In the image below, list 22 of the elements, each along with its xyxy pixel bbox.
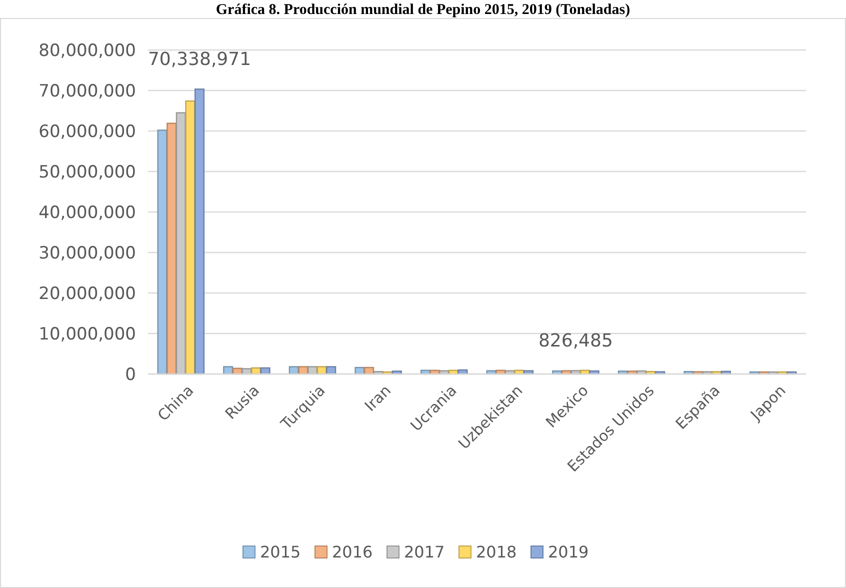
y-tick-label: 20,000,000 xyxy=(38,284,136,304)
bar xyxy=(185,100,196,375)
legend-label: 2017 xyxy=(404,542,445,562)
legend-label: 2018 xyxy=(476,542,517,562)
x-tick-label: Iran xyxy=(361,382,395,415)
y-tick-label: 40,000,000 xyxy=(38,202,136,223)
bar xyxy=(166,122,177,375)
y-tick-label: 60,000,000 xyxy=(38,122,136,142)
bar xyxy=(194,88,205,375)
data-label: 826,485 xyxy=(538,330,613,352)
y-tick-label: 30,000,000 xyxy=(38,243,136,264)
legend-label: 2016 xyxy=(332,542,373,562)
y-tick-label: 50,000,000 xyxy=(38,162,136,182)
y-tick-label: 10,000,000 xyxy=(38,324,136,344)
legend-label: 2015 xyxy=(260,542,301,562)
bar xyxy=(326,366,336,375)
y-tick-label: 0 xyxy=(125,364,136,385)
data-label: 70,338,971 xyxy=(148,49,252,70)
y-tick-label: 70,000,000 xyxy=(38,81,136,102)
chart-title: Gráfica 8. Producción mundial de Pepino 2015, 2019 (Toneladas) xyxy=(216,2,630,18)
legend-label: 2019 xyxy=(548,542,589,562)
y-tick-label: 80,000,000 xyxy=(38,40,136,61)
